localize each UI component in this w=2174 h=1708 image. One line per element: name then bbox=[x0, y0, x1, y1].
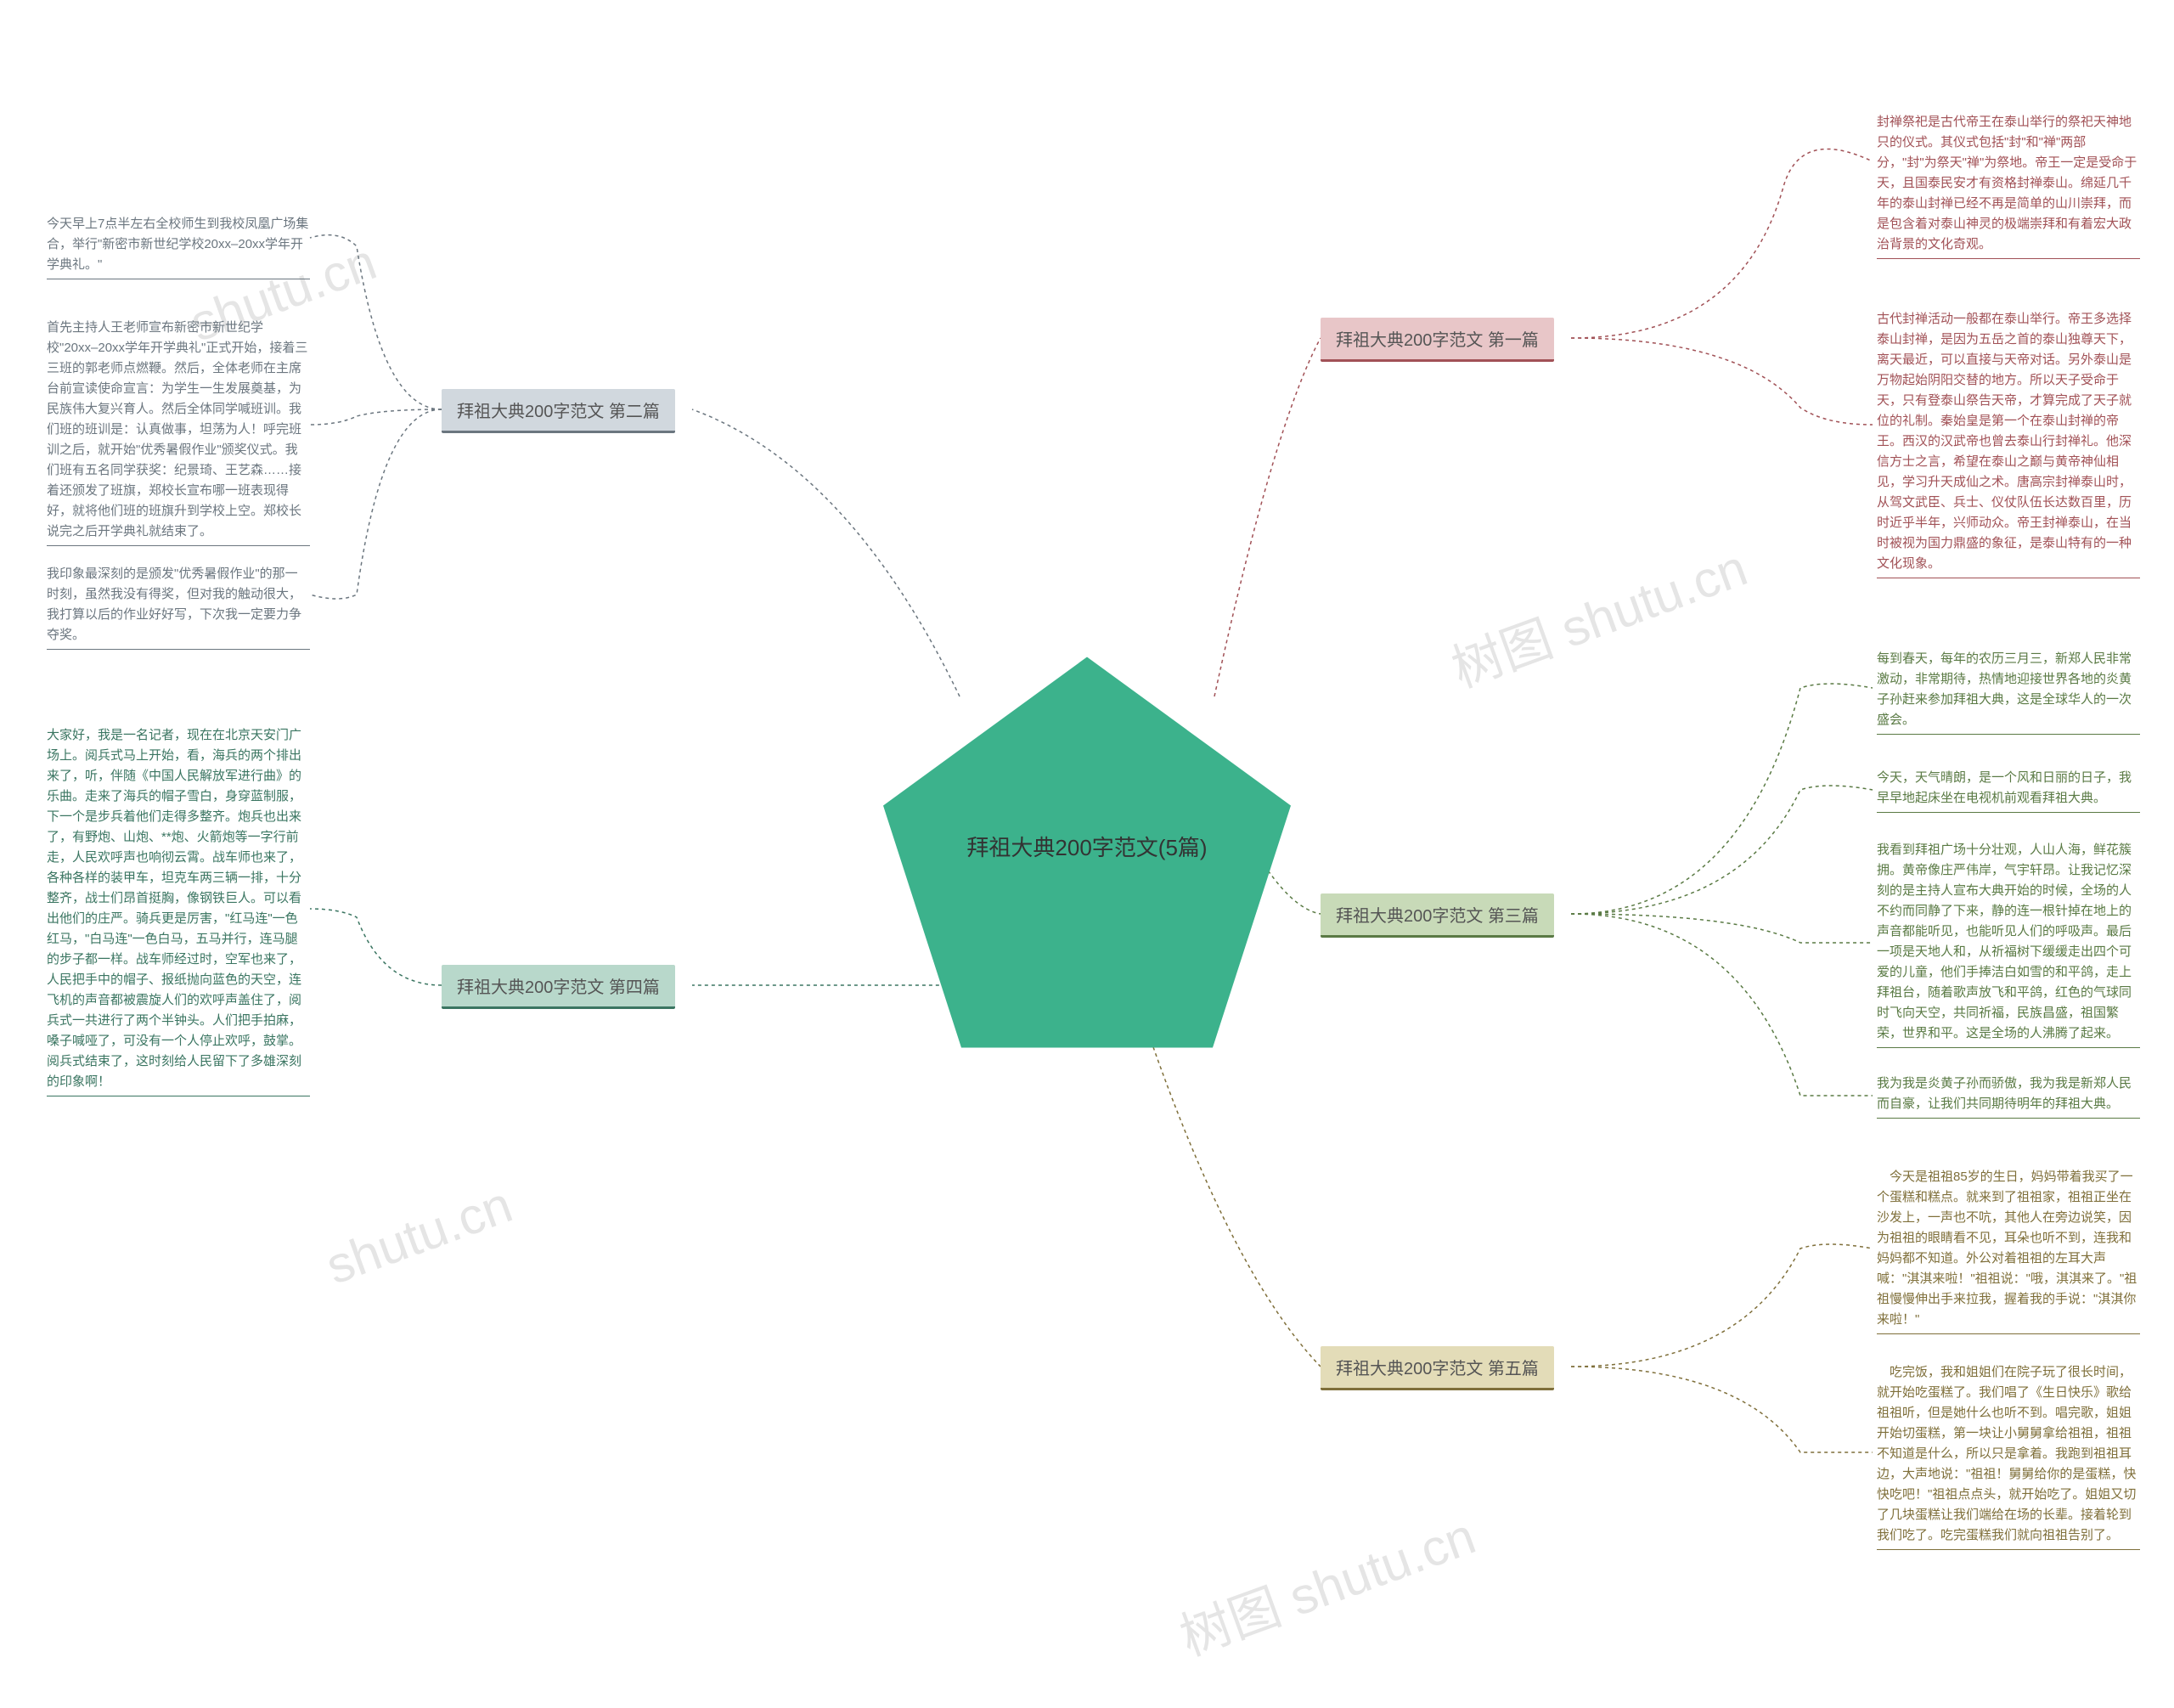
content-b3-2: 我看到拜祖广场十分壮观，人山人海，鲜花簇拥。黄帝像庄严伟岸，气宇轩昂。让我记忆深… bbox=[1877, 837, 2140, 1048]
content-b2-0: 今天早上7点半左右全校师生到我校凤凰广场集合，举行"新密市新世纪学校20xx–2… bbox=[47, 211, 310, 279]
content-b3-3: 我为我是炎黄子孙而骄傲，我为我是新郑人民而自豪，让我们共同期待明年的拜祖大典。 bbox=[1877, 1070, 2140, 1119]
branch-label-4[interactable]: 拜祖大典200字范文 第四篇 bbox=[442, 965, 675, 1009]
content-b3-1: 今天，天气晴朗，是一个风和日丽的日子，我早早地起床坐在电视机前观看拜祖大典。 bbox=[1877, 764, 2140, 813]
branch-label-1[interactable]: 拜祖大典200字范文 第一篇 bbox=[1321, 318, 1554, 362]
central-title: 拜祖大典200字范文(5篇) bbox=[966, 831, 1207, 862]
branch-label-2[interactable]: 拜祖大典200字范文 第二篇 bbox=[442, 389, 675, 433]
content-b2-2: 我印象最深刻的是颁发"优秀暑假作业"的那一时刻，虽然我没有得奖，但对我的触动很大… bbox=[47, 561, 310, 650]
content-b2-1: 首先主持人王老师宣布新密市新世纪学校"20xx–20xx学年开学典礼"正式开始，… bbox=[47, 314, 310, 546]
content-b3-0: 每到春天，每年的农历三月三，新郑人民非常激动，非常期待，热情地迎接世界各地的炎黄… bbox=[1877, 645, 2140, 735]
content-b5-0: 今天是祖祖85岁的生日，妈妈带着我买了一个蛋糕和糕点。就来到了祖祖家，祖祖正坐在… bbox=[1877, 1164, 2140, 1334]
branch-label-5[interactable]: 拜祖大典200字范文 第五篇 bbox=[1321, 1346, 1554, 1390]
content-b1-1: 古代封禅活动一般都在泰山举行。帝王多选择泰山封禅，是因为五岳之首的泰山独尊天下，… bbox=[1877, 306, 2140, 578]
content-b4-0: 大家好，我是一名记者，现在在北京天安门广场上。阅兵式马上开始，看，海兵的两个排出… bbox=[47, 722, 310, 1096]
watermark: 树图 shutu.cn bbox=[1440, 527, 1755, 702]
watermark: 树图 shutu.cn bbox=[1169, 1495, 1484, 1670]
branch-label-3[interactable]: 拜祖大典200字范文 第三篇 bbox=[1321, 893, 1554, 938]
content-b5-1: 吃完饭，我和姐姐们在院子玩了很长时间，就开始吃蛋糕了。我们唱了《生日快乐》歌给祖… bbox=[1877, 1359, 2140, 1550]
watermark: shutu.cn bbox=[318, 1175, 520, 1295]
central-node: 拜祖大典200字范文(5篇) bbox=[883, 657, 1291, 1051]
content-b1-0: 封禅祭祀是古代帝王在泰山举行的祭祀天神地只的仪式。其仪式包括"封"和"禅"两部分… bbox=[1877, 109, 2140, 259]
